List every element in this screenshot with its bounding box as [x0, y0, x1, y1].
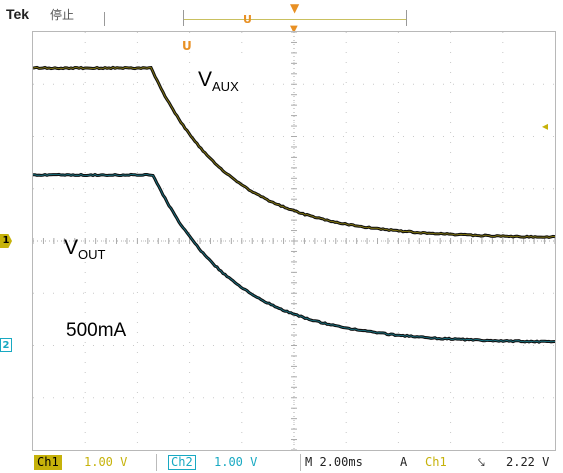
trigger-marker-icon: U: [182, 40, 192, 52]
ch1-scale: 1.00 V: [84, 455, 127, 470]
waveform-canvas: [33, 32, 555, 450]
status-divider: [300, 454, 301, 471]
trigger-level-icon: ◂: [542, 120, 548, 132]
time-marker-icon: ▼: [290, 2, 299, 14]
scope-display: [33, 32, 555, 450]
trigger-source: Ch1: [425, 455, 447, 470]
acquisition-mode: A: [400, 455, 407, 470]
vaux-label-main: V: [198, 68, 212, 91]
brand-logo: Tek: [6, 6, 29, 22]
ch2-tag[interactable]: Ch2: [168, 455, 196, 470]
acquisition-state: 停止: [50, 6, 74, 23]
status-divider: [156, 454, 157, 471]
vout-label: VOUT: [64, 236, 105, 262]
vaux-label: VAUX: [194, 62, 253, 102]
ch2-ground-marker[interactable]: 2: [0, 338, 12, 352]
trigger-window-line: [184, 19, 406, 20]
timebase-readout: M 2.00ms: [305, 455, 363, 470]
load-current-label: 500mA: [66, 320, 126, 342]
vaux-label-sub: AUX: [212, 79, 239, 94]
top-divider: [104, 12, 105, 26]
ch1-ground-marker[interactable]: 1: [0, 234, 12, 248]
vout-label-main: V: [64, 236, 78, 259]
graticule: [33, 32, 555, 450]
top-bar: Tek 停止 U ▼ ▼: [0, 0, 563, 32]
trigger-slope-icon: ⤥: [478, 455, 485, 470]
trigger-position-icon: U: [243, 14, 252, 26]
trigger-level-readout: 2.22 V: [506, 455, 549, 470]
status-bar: Ch1 1.00 V Ch2 1.00 V M 2.00ms A Ch1 ⤥ 2…: [0, 452, 563, 473]
vout-label-sub: OUT: [78, 247, 105, 262]
ch2-scale: 1.00 V: [214, 455, 257, 470]
ch1-tag[interactable]: Ch1: [34, 455, 62, 470]
